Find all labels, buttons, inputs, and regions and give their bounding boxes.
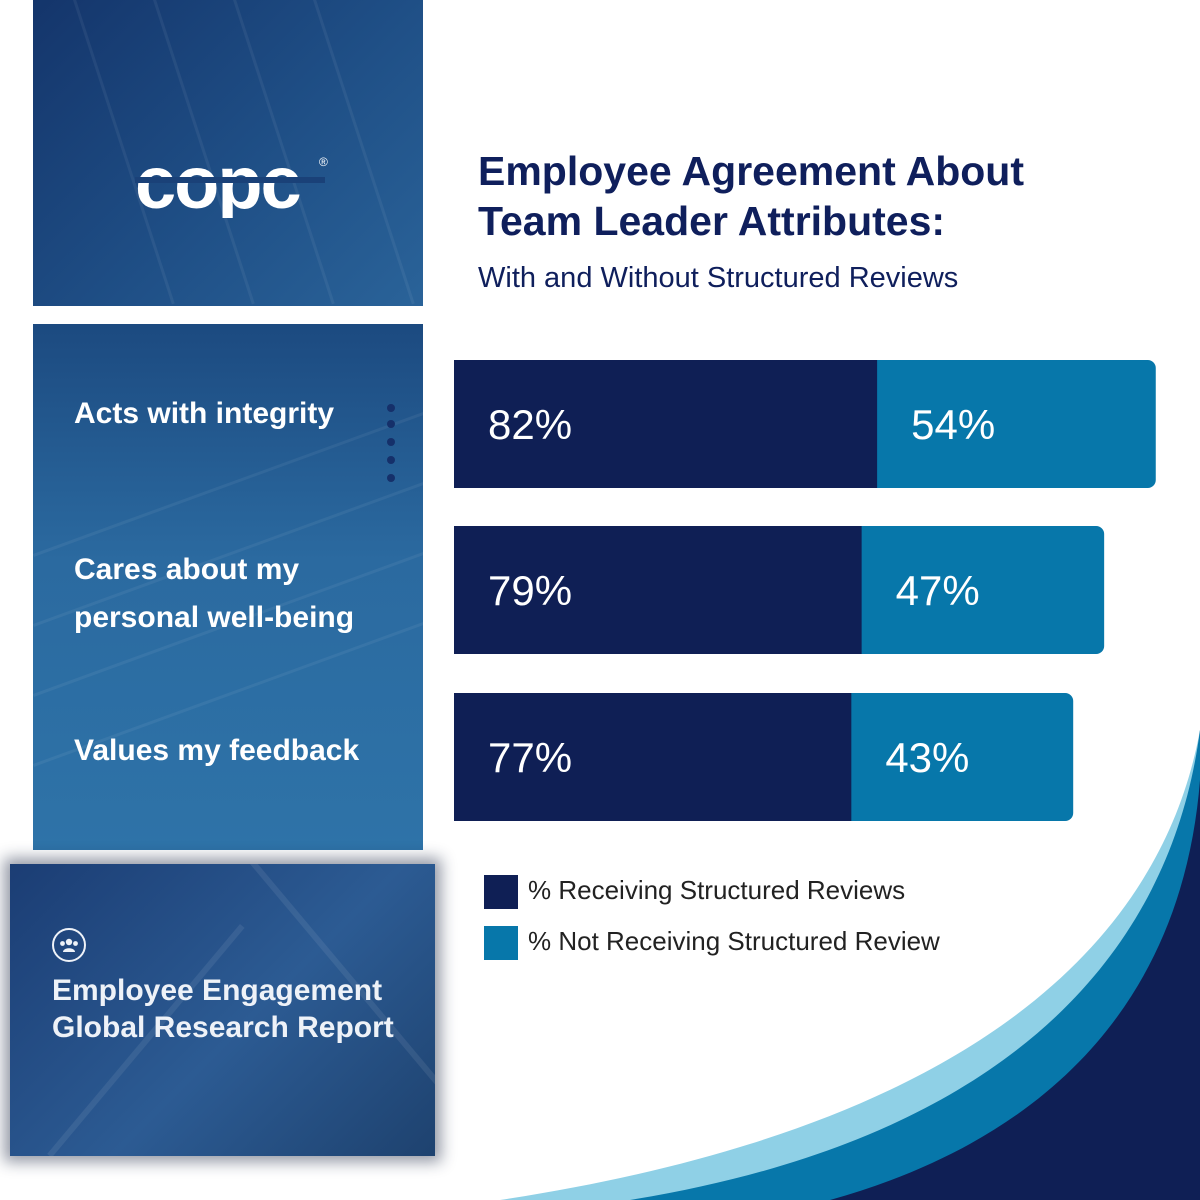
bar-receiving-feedback <box>454 693 852 821</box>
report-title-line-2: Global Research Report <box>52 1011 394 1044</box>
registered-mark: ® <box>319 155 328 169</box>
report-title-line-1: Employee Engagement <box>52 974 383 1007</box>
page-subtitle: With and Without Structured Reviews <box>478 262 959 294</box>
decorative-dot <box>387 420 395 428</box>
legend-label-not-receiving: % Not Receiving Structured Review <box>528 926 940 956</box>
category-label-line: Values my feedback <box>74 734 360 767</box>
data-label-not-receiving-integrity: 54% <box>911 401 995 448</box>
data-label-receiving-integrity: 82% <box>488 401 572 448</box>
decorative-dot <box>387 456 395 464</box>
legend-swatch-not-receiving <box>484 926 518 960</box>
category-label-line: Acts with integrity <box>74 397 335 430</box>
title-line-1: Employee Agreement About <box>478 148 1024 194</box>
category-label-line: personal well-being <box>74 601 355 634</box>
decorative-swoosh <box>500 730 1200 1200</box>
legend-swatch-receiving <box>484 875 518 909</box>
people-group-icon <box>52 928 86 962</box>
legend-label-receiving: % Receiving Structured Reviews <box>528 875 906 905</box>
report-title: Employee Engagement Global Research Repo… <box>52 972 432 1046</box>
decorative-dot <box>387 474 395 482</box>
page-title: Employee Agreement About Team Leader Att… <box>478 146 1178 246</box>
decorative-dot <box>387 438 395 446</box>
category-label-line: Cares about my <box>74 553 300 586</box>
data-label-receiving-well-being: 79% <box>488 567 572 614</box>
title-line-2: Team Leader Attributes: <box>478 198 946 244</box>
category-label-integrity: Acts with integrity <box>74 390 414 438</box>
stacked-bar-chart: 82% 54% 79% 47% 77% 43% <box>454 360 1156 821</box>
bar-not-receiving-feedback <box>843 693 1074 821</box>
logo-wordmark: copc <box>135 150 300 218</box>
bar-not-receiving-well-being <box>853 526 1105 654</box>
data-label-not-receiving-well-being: 47% <box>896 567 980 614</box>
bar-receiving-integrity <box>454 360 878 488</box>
decorative-dot <box>387 404 395 412</box>
category-background-panel <box>33 324 423 850</box>
category-label-well-being: Cares about my personal well-being <box>74 546 414 642</box>
report-cover <box>10 864 435 1156</box>
data-label-receiving-feedback: 77% <box>488 734 572 781</box>
copc-logo: copc ® <box>135 150 328 218</box>
data-label-not-receiving-feedback: 43% <box>885 734 969 781</box>
header-background-panel <box>33 0 423 306</box>
category-label-feedback: Values my feedback <box>74 727 414 775</box>
bar-not-receiving-integrity <box>869 360 1156 488</box>
bar-receiving-well-being <box>454 526 862 654</box>
